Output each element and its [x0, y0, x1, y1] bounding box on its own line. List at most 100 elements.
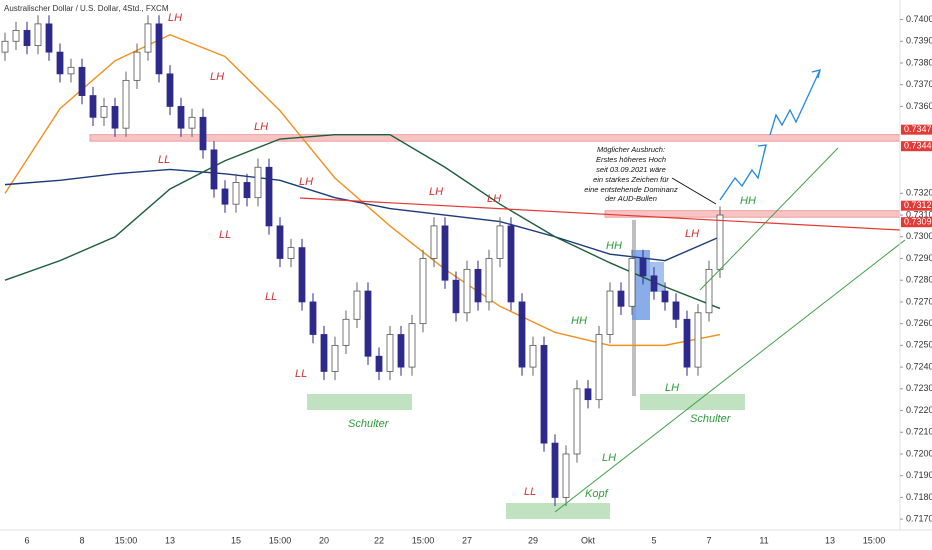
candle-body	[430, 225, 438, 259]
callout-text: Möglicher Ausbruch:	[597, 145, 665, 154]
callout-arrow	[671, 177, 717, 205]
candle-body	[694, 312, 702, 368]
y-tick-label: 0.7390	[906, 36, 932, 46]
candle-body	[1, 40, 9, 53]
price-badge	[901, 124, 932, 135]
candle-body	[320, 334, 328, 372]
candle-body	[551, 442, 559, 498]
y-tick-label: 0.7300	[906, 231, 932, 241]
resistance-zone	[89, 134, 901, 142]
candle-body	[529, 344, 537, 368]
candle-body	[639, 258, 647, 277]
candle-body	[540, 344, 548, 444]
x-tick-label: 5	[651, 535, 656, 545]
candle-body	[353, 290, 361, 320]
candle-body	[254, 166, 262, 199]
candle-body	[232, 182, 240, 205]
y-tick-label: 0.7240	[906, 361, 932, 371]
candle-body	[144, 23, 152, 53]
annotation: Kopf	[585, 488, 609, 500]
candle-body	[375, 355, 383, 372]
candle-body	[155, 23, 163, 75]
candle-body	[276, 225, 284, 259]
candle-body	[496, 225, 504, 259]
y-tick-label: 0.7220	[906, 405, 932, 415]
candle-body	[45, 23, 53, 53]
candle-body	[584, 388, 592, 401]
candle-body	[364, 290, 372, 357]
candle-body	[56, 51, 64, 75]
candle-body	[221, 188, 229, 205]
arrow-head	[757, 144, 767, 154]
annotation: LL	[295, 368, 307, 380]
y-tick-label: 0.7400	[906, 14, 932, 24]
candle-body	[188, 116, 196, 129]
x-tick-label: 15:00	[269, 535, 292, 545]
candle-body	[419, 258, 427, 325]
x-tick-label: 6	[24, 535, 29, 545]
price-badge-label: 0.7312	[904, 200, 932, 210]
candle-body	[463, 268, 471, 314]
y-tick-label: 0.7370	[906, 79, 932, 89]
y-tick-label: 0.7280	[906, 275, 932, 285]
candle-body	[287, 247, 295, 259]
x-tick-label: 13	[825, 535, 835, 545]
shoulder-box	[307, 394, 412, 410]
callout-text: seit 03.09.2021 wäre	[596, 165, 666, 174]
annotation: LH	[299, 176, 313, 188]
head-box	[506, 503, 610, 519]
candle-body	[34, 23, 42, 47]
projection-arrow	[719, 144, 767, 201]
callout-text: der AUD-Bullen	[605, 194, 657, 203]
candle-body	[67, 66, 75, 75]
candle-body	[606, 290, 614, 335]
price-badge	[901, 141, 932, 152]
x-tick-label: 13	[165, 535, 175, 545]
price-badge-label: 0.7309	[904, 217, 932, 227]
annotation: LL	[219, 229, 231, 241]
x-tick-label: 15:00	[863, 535, 886, 545]
y-tick-label: 0.7260	[906, 318, 932, 328]
candle-body	[507, 225, 515, 303]
candle-body	[573, 388, 581, 455]
candle-body	[595, 334, 603, 401]
candle-body	[331, 344, 339, 372]
y-tick-label: 0.7210	[906, 427, 932, 437]
candle-body	[133, 51, 141, 81]
annotation: HH	[606, 240, 622, 252]
trend-line	[554, 239, 906, 513]
y-tick-label: 0.7250	[906, 340, 932, 350]
candle-body	[397, 334, 405, 368]
candle-body	[78, 66, 86, 96]
candle-body	[452, 279, 460, 314]
chart-title: Australischer Dollar / U.S. Dollar, 4Std…	[4, 4, 169, 13]
price-badge	[901, 217, 932, 228]
candle-body	[650, 275, 658, 292]
candle-body	[441, 225, 449, 281]
annotation: LH	[254, 121, 268, 133]
annotation: HH	[740, 195, 756, 207]
x-tick-label: 7	[706, 535, 711, 545]
y-tick-label: 0.7270	[906, 296, 932, 306]
moving-average	[4, 168, 721, 262]
y-tick-label: 0.7190	[906, 470, 932, 480]
annotation: LH	[429, 186, 443, 198]
annotation: LL	[265, 291, 277, 303]
candle-body	[672, 301, 680, 320]
candle-body	[122, 79, 130, 129]
moving-average	[4, 133, 721, 310]
candle-body	[562, 453, 570, 498]
y-tick-label: 0.7380	[906, 57, 932, 67]
trend-line	[299, 197, 901, 231]
candle-body	[518, 301, 526, 368]
y-tick-label: 0.7230	[906, 383, 932, 393]
candle-body	[298, 247, 306, 303]
candle-body	[408, 323, 416, 368]
candle-body	[243, 182, 251, 199]
annotation: LL	[158, 154, 170, 166]
price-badge-label: 0.7344	[904, 141, 932, 151]
x-tick-label: 20	[319, 535, 329, 545]
annotation: LH	[665, 382, 679, 394]
price-badge-label: 0.7347	[904, 124, 932, 134]
